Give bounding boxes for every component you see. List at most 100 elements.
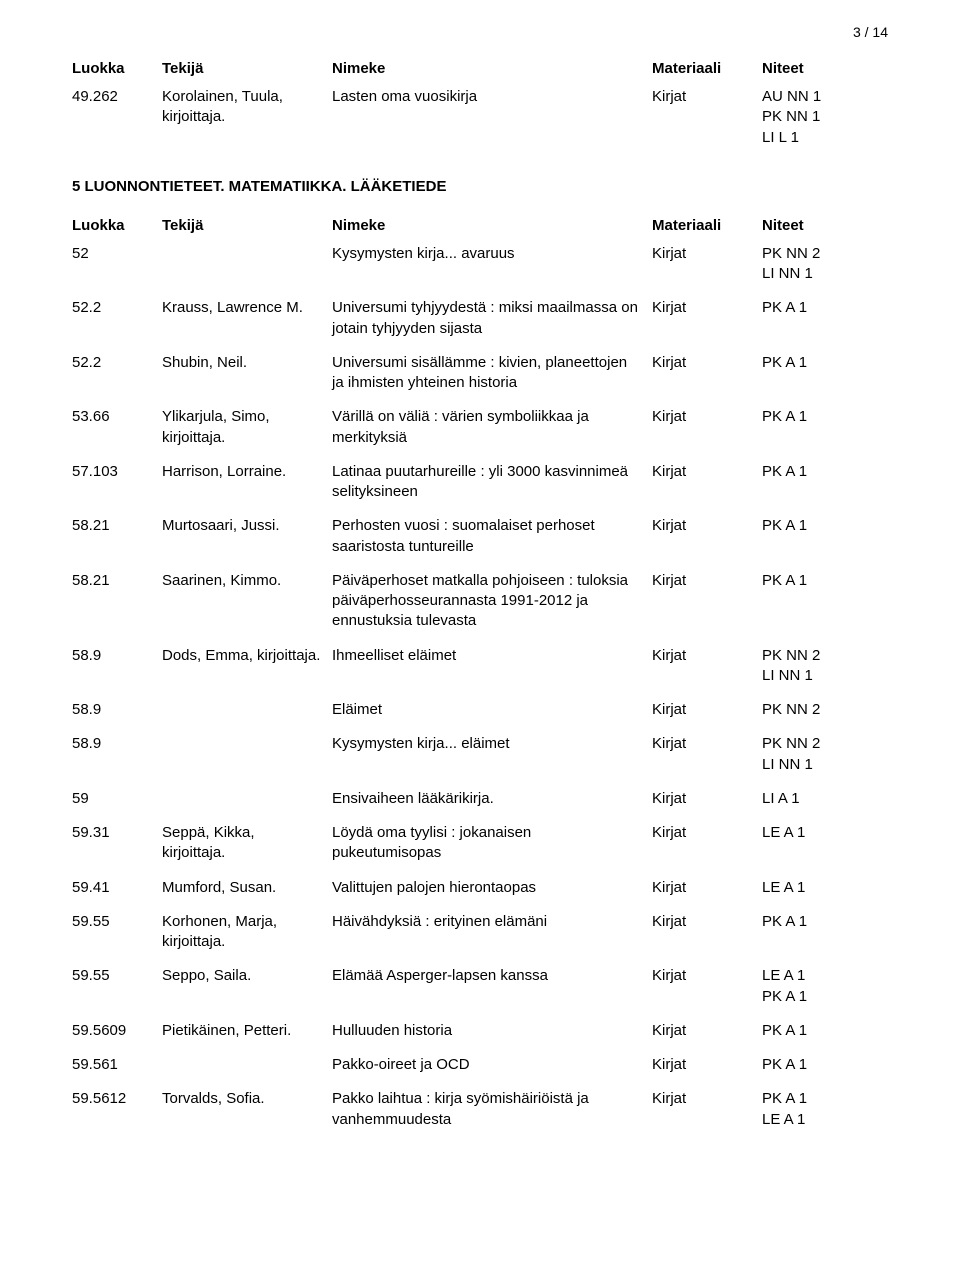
cell-materiaali: Kirjat bbox=[652, 912, 762, 932]
cell-tekija: Seppä, Kikka, kirjoittaja. bbox=[162, 823, 332, 864]
cell-luokka: 58.9 bbox=[72, 734, 162, 754]
cell-materiaali: Kirjat bbox=[652, 87, 762, 107]
niteet-line: PK A 1 bbox=[762, 462, 878, 482]
top-rows-container: 49.262Korolainen, Tuula, kirjoittaja.Las… bbox=[72, 87, 888, 148]
niteet-line: PK NN 2 bbox=[762, 700, 878, 720]
table-row: 58.9EläimetKirjatPK NN 2 bbox=[72, 700, 888, 720]
cell-tekija: Seppo, Saila. bbox=[162, 966, 332, 986]
cell-materiaali: Kirjat bbox=[652, 1089, 762, 1109]
cell-niteet: AU NN 1PK NN 1LI L 1 bbox=[762, 87, 888, 148]
cell-niteet: PK A 1 bbox=[762, 571, 888, 591]
cell-niteet: PK NN 2LI NN 1 bbox=[762, 244, 888, 285]
cell-luokka: 57.103 bbox=[72, 462, 162, 482]
cell-materiaali: Kirjat bbox=[652, 789, 762, 809]
cell-nimeke: Universumi sisällämme : kivien, planeett… bbox=[332, 353, 652, 394]
cell-luokka: 52.2 bbox=[72, 298, 162, 318]
cell-luokka: 52.2 bbox=[72, 353, 162, 373]
niteet-line: LI L 1 bbox=[762, 128, 878, 148]
cell-tekija: Korolainen, Tuula, kirjoittaja. bbox=[162, 87, 332, 128]
cell-materiaali: Kirjat bbox=[652, 516, 762, 536]
cell-nimeke: Lasten oma vuosikirja bbox=[332, 87, 652, 107]
cell-luokka: 59.5612 bbox=[72, 1089, 162, 1109]
cell-niteet: PK NN 2 bbox=[762, 700, 888, 720]
col-niteet: Niteet bbox=[762, 217, 888, 234]
cell-nimeke: Hulluuden historia bbox=[332, 1021, 652, 1041]
table-header: Luokka Tekijä Nimeke Materiaali Niteet bbox=[72, 60, 888, 77]
niteet-line: AU NN 1 bbox=[762, 87, 878, 107]
table-row: 58.9Dods, Emma, kirjoittaja.Ihmeelliset … bbox=[72, 646, 888, 687]
cell-tekija: Ylikarjula, Simo, kirjoittaja. bbox=[162, 407, 332, 448]
table-row: 59.31Seppä, Kikka, kirjoittaja.Löydä oma… bbox=[72, 823, 888, 864]
cell-luokka: 52 bbox=[72, 244, 162, 264]
cell-materiaali: Kirjat bbox=[652, 571, 762, 591]
cell-tekija: Mumford, Susan. bbox=[162, 878, 332, 898]
niteet-line: LI NN 1 bbox=[762, 666, 878, 686]
table-row: 52.2Shubin, Neil.Universumi sisällämme :… bbox=[72, 353, 888, 394]
niteet-line: LI A 1 bbox=[762, 789, 878, 809]
niteet-line: LE A 1 bbox=[762, 1110, 878, 1130]
niteet-line: PK A 1 bbox=[762, 1021, 878, 1041]
cell-nimeke: Pakko laihtua : kirja syömishäiriöistä j… bbox=[332, 1089, 652, 1130]
niteet-line: PK A 1 bbox=[762, 912, 878, 932]
col-nimeke: Nimeke bbox=[332, 217, 652, 234]
table-row: 59.5609Pietikäinen, Petteri.Hulluuden hi… bbox=[72, 1021, 888, 1041]
table-row: 49.262Korolainen, Tuula, kirjoittaja.Las… bbox=[72, 87, 888, 148]
cell-niteet: PK A 1 bbox=[762, 1055, 888, 1075]
niteet-line: PK A 1 bbox=[762, 987, 878, 1007]
cell-luokka: 58.21 bbox=[72, 571, 162, 591]
table-row: 58.21Saarinen, Kimmo.Päiväperhoset matka… bbox=[72, 571, 888, 632]
niteet-line: PK A 1 bbox=[762, 571, 878, 591]
cell-luokka: 58.21 bbox=[72, 516, 162, 536]
cell-tekija: Shubin, Neil. bbox=[162, 353, 332, 373]
cell-materiaali: Kirjat bbox=[652, 966, 762, 986]
cell-materiaali: Kirjat bbox=[652, 462, 762, 482]
cell-nimeke: Valittujen palojen hierontaopas bbox=[332, 878, 652, 898]
table-row: 52.2Krauss, Lawrence M.Universumi tyhjyy… bbox=[72, 298, 888, 339]
cell-nimeke: Perhosten vuosi : suomalaiset perhoset s… bbox=[332, 516, 652, 557]
cell-luokka: 59.5609 bbox=[72, 1021, 162, 1041]
cell-niteet: PK A 1LE A 1 bbox=[762, 1089, 888, 1130]
cell-niteet: PK A 1 bbox=[762, 298, 888, 318]
cell-materiaali: Kirjat bbox=[652, 646, 762, 666]
cell-nimeke: Universumi tyhjyydestä : miksi maailmass… bbox=[332, 298, 652, 339]
cell-niteet: LE A 1 bbox=[762, 878, 888, 898]
cell-niteet: PK A 1 bbox=[762, 407, 888, 427]
niteet-line: LE A 1 bbox=[762, 823, 878, 843]
cell-niteet: PK A 1 bbox=[762, 1021, 888, 1041]
col-materiaali: Materiaali bbox=[652, 60, 762, 77]
niteet-line: PK A 1 bbox=[762, 353, 878, 373]
table-row: 52Kysymysten kirja... avaruusKirjatPK NN… bbox=[72, 244, 888, 285]
cell-tekija: Torvalds, Sofia. bbox=[162, 1089, 332, 1109]
cell-luokka: 59.55 bbox=[72, 912, 162, 932]
cell-materiaali: Kirjat bbox=[652, 353, 762, 373]
table-row: 59Ensivaiheen lääkärikirja.KirjatLI A 1 bbox=[72, 789, 888, 809]
niteet-line: PK NN 2 bbox=[762, 646, 878, 666]
cell-tekija: Saarinen, Kimmo. bbox=[162, 571, 332, 591]
cell-materiaali: Kirjat bbox=[652, 823, 762, 843]
cell-materiaali: Kirjat bbox=[652, 700, 762, 720]
niteet-line: PK A 1 bbox=[762, 298, 878, 318]
cell-niteet: PK A 1 bbox=[762, 912, 888, 932]
cell-nimeke: Pakko-oireet ja OCD bbox=[332, 1055, 652, 1075]
niteet-line: PK NN 1 bbox=[762, 107, 878, 127]
niteet-line: PK A 1 bbox=[762, 407, 878, 427]
table-row: 59.561Pakko-oireet ja OCDKirjatPK A 1 bbox=[72, 1055, 888, 1075]
cell-niteet: PK NN 2LI NN 1 bbox=[762, 734, 888, 775]
table-row: 59.5612Torvalds, Sofia.Pakko laihtua : k… bbox=[72, 1089, 888, 1130]
cell-nimeke: Kysymysten kirja... eläimet bbox=[332, 734, 652, 754]
niteet-line: PK A 1 bbox=[762, 1089, 878, 1109]
cell-nimeke: Kysymysten kirja... avaruus bbox=[332, 244, 652, 264]
col-nimeke: Nimeke bbox=[332, 60, 652, 77]
cell-nimeke: Ihmeelliset eläimet bbox=[332, 646, 652, 666]
niteet-line: PK A 1 bbox=[762, 1055, 878, 1075]
cell-tekija: Pietikäinen, Petteri. bbox=[162, 1021, 332, 1041]
page: 3 / 14 Luokka Tekijä Nimeke Materiaali N… bbox=[0, 0, 960, 1276]
niteet-line: LI NN 1 bbox=[762, 264, 878, 284]
cell-nimeke: Ensivaiheen lääkärikirja. bbox=[332, 789, 652, 809]
cell-luokka: 53.66 bbox=[72, 407, 162, 427]
cell-materiaali: Kirjat bbox=[652, 878, 762, 898]
col-tekija: Tekijä bbox=[162, 217, 332, 234]
col-niteet: Niteet bbox=[762, 60, 888, 77]
cell-luokka: 59.41 bbox=[72, 878, 162, 898]
table-row: 59.41Mumford, Susan.Valittujen palojen h… bbox=[72, 878, 888, 898]
